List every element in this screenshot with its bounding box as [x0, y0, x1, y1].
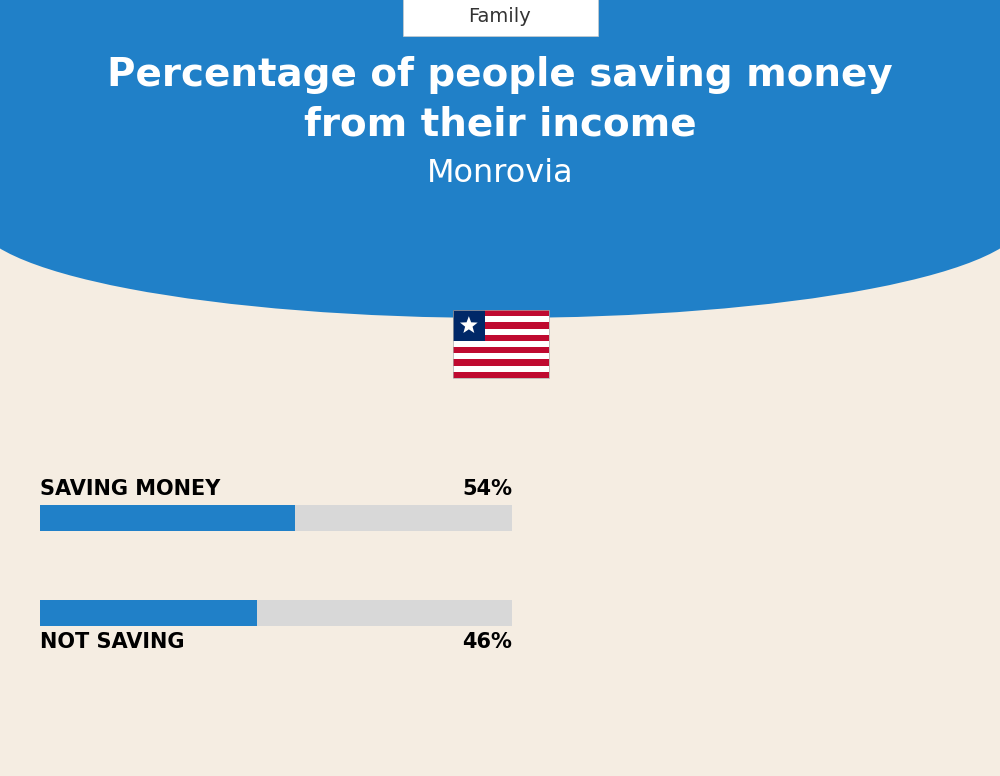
- Bar: [453, 328, 549, 334]
- Text: SAVING MONEY: SAVING MONEY: [40, 479, 220, 499]
- Bar: [40, 600, 257, 626]
- Bar: [453, 359, 549, 365]
- Text: from their income: from their income: [304, 106, 696, 144]
- Ellipse shape: [0, 118, 1000, 318]
- Bar: [40, 505, 295, 531]
- Bar: [453, 334, 549, 341]
- Text: Percentage of people saving money: Percentage of people saving money: [107, 56, 893, 94]
- Bar: [453, 310, 549, 316]
- Bar: [453, 347, 549, 353]
- Bar: [453, 310, 485, 341]
- Bar: [453, 310, 549, 378]
- Bar: [0, 0, 1000, 210]
- Bar: [453, 322, 549, 328]
- Bar: [453, 372, 549, 378]
- FancyBboxPatch shape: [402, 0, 598, 36]
- Bar: [453, 341, 549, 347]
- Text: 54%: 54%: [462, 479, 512, 499]
- Bar: [40, 600, 512, 626]
- Text: Family: Family: [469, 8, 531, 26]
- Bar: [453, 353, 549, 359]
- Text: Monrovia: Monrovia: [427, 158, 573, 189]
- Text: 46%: 46%: [462, 632, 512, 652]
- Bar: [40, 505, 512, 531]
- Bar: [453, 316, 549, 322]
- Bar: [453, 365, 549, 372]
- Polygon shape: [460, 316, 478, 333]
- Text: NOT SAVING: NOT SAVING: [40, 632, 184, 652]
